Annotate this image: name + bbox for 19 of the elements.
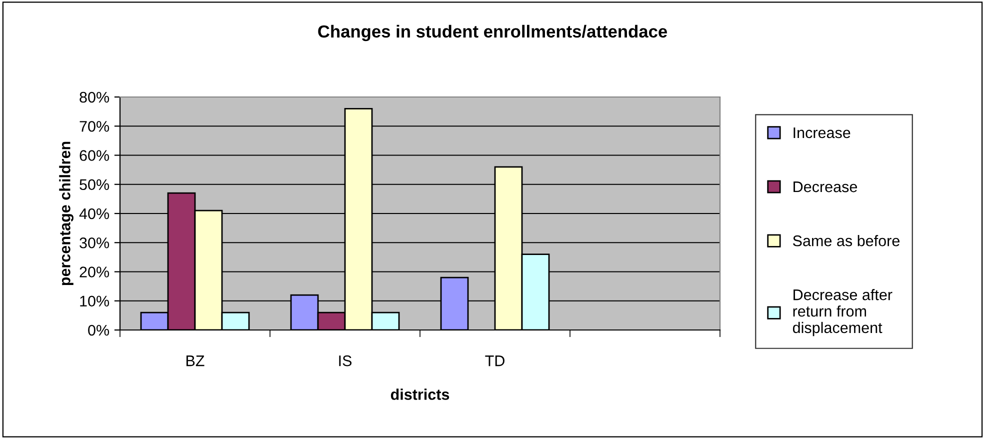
y-tick-label: 70%	[80, 120, 110, 132]
legend-label: Decrease after return from displacement	[792, 289, 892, 336]
y-axis-title: percentage children	[59, 142, 74, 286]
x-axis-title: districts	[390, 388, 450, 400]
chart-title: Changes in student enrollments/attendace	[318, 24, 668, 42]
x-tick-label: TD	[485, 356, 504, 366]
y-tick-label: 80%	[80, 92, 110, 103]
legend-label: Same as before	[793, 235, 900, 246]
y-tick-label: 0%	[88, 324, 110, 336]
y-tick-label: 40%	[79, 208, 110, 220]
y-tick-label: 60%	[80, 150, 110, 161]
y-tick-label: 10%	[80, 296, 110, 307]
x-tick-label: BZ	[186, 356, 204, 366]
y-tick-label: 30%	[80, 237, 110, 248]
y-tick-label: 50%	[80, 179, 110, 190]
x-tick-label: IS	[339, 355, 352, 366]
legend-label: Decrease	[794, 182, 858, 192]
legend-label: Increase	[794, 128, 850, 138]
y-tick-label: 20%	[80, 266, 110, 278]
